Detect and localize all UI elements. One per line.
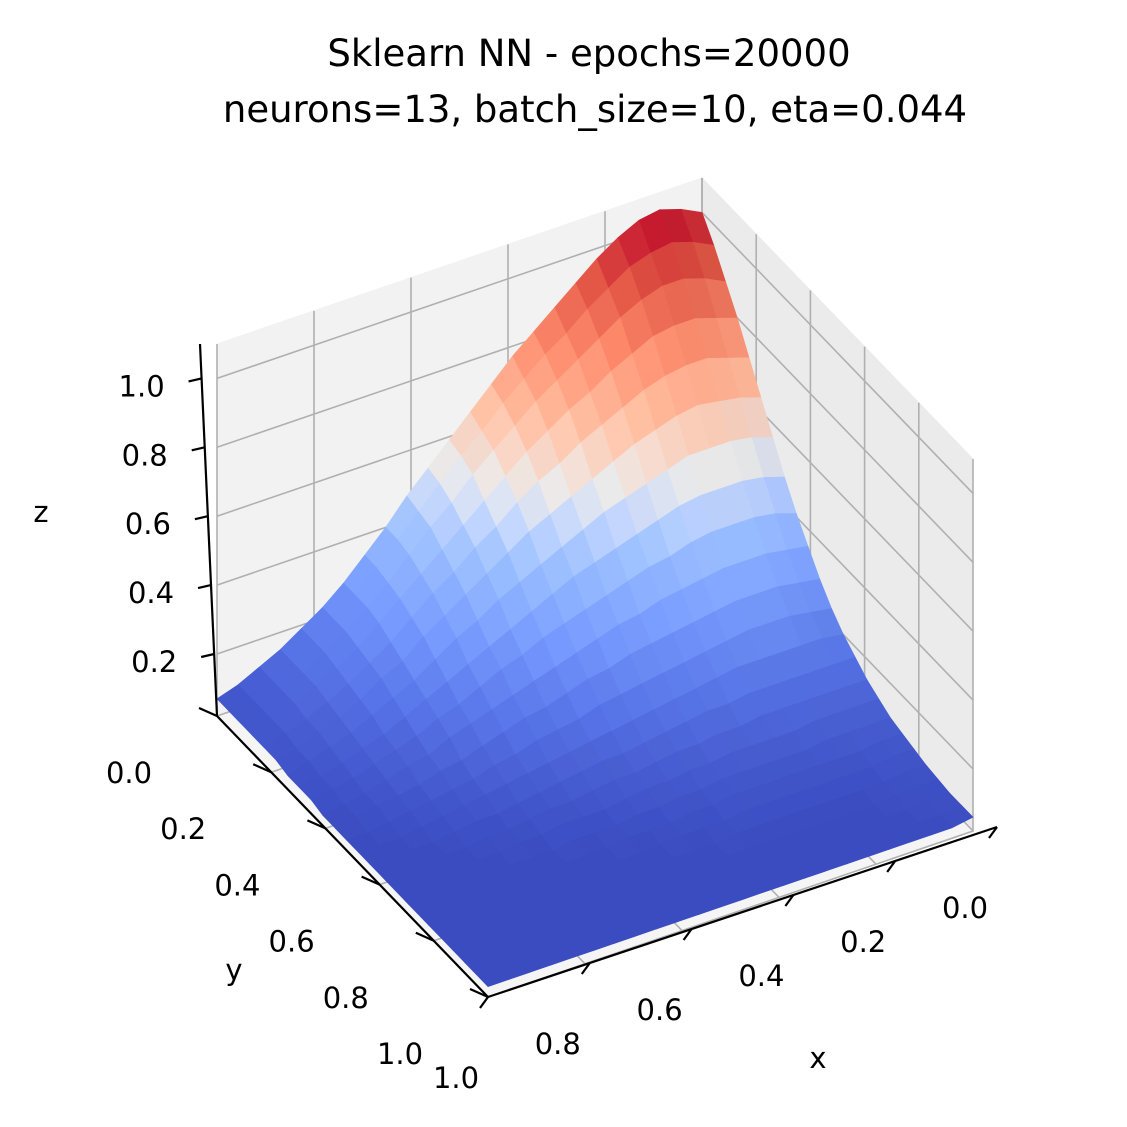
x-tick-label: 0.8 <box>535 1027 581 1061</box>
z-tick-mark <box>191 446 205 452</box>
x-axis-label: x <box>809 1041 826 1075</box>
y-axis-line <box>216 715 489 998</box>
z-tick-mark <box>197 584 212 590</box>
z-tick-mark <box>188 377 202 383</box>
z-axis-line <box>198 343 219 717</box>
y-tick-label: 0.4 <box>214 868 260 902</box>
y-tick-label: 0.6 <box>269 925 315 959</box>
y-tick-mark <box>198 706 218 718</box>
z-tick-mark <box>200 652 215 659</box>
z-tick-label: 0.8 <box>122 438 168 472</box>
y-tick-mark <box>361 875 381 886</box>
x-tick-mark <box>682 928 693 941</box>
chart-title-line-2: neurons=13, batch_size=10, eta=0.044 <box>223 88 967 131</box>
grid-line-y <box>487 459 974 998</box>
z-tick-label: 1.0 <box>119 369 165 403</box>
y-tick-label: 1.0 <box>377 1037 423 1071</box>
y-tick-label: 0.0 <box>106 756 152 790</box>
z-tick-label: 0.6 <box>125 507 171 541</box>
x-tick-label: 0.4 <box>738 959 784 993</box>
x-tick-label: 0.2 <box>840 925 886 959</box>
z-tick-label: 0.4 <box>128 576 174 610</box>
surface-patch <box>475 966 510 988</box>
x-tick-mark <box>988 826 998 839</box>
axis-labels: x y z <box>33 495 826 1075</box>
x-tick-label: 1.0 <box>433 1061 479 1095</box>
y-tick-mark <box>306 819 326 830</box>
y-tick-label: 0.2 <box>160 812 206 846</box>
chart-title: Sklearn NN - epochs=20000 neurons=13, ba… <box>223 32 967 131</box>
x-tick-label: 0.6 <box>637 993 683 1027</box>
z-tick-mark <box>194 515 209 521</box>
x-tick-mark <box>886 860 897 873</box>
y-tick-mark <box>252 763 272 774</box>
surface-mesh <box>216 208 974 988</box>
x-axis-line <box>487 825 998 999</box>
z-tick-label: 0.2 <box>131 645 177 679</box>
axis-ticks: 0.00.20.40.60.81.00.00.20.40.60.81.00.20… <box>106 369 998 1095</box>
z-axis-label: z <box>33 495 48 529</box>
chart-title-line-1: Sklearn NN - epochs=20000 <box>327 32 850 75</box>
y-tick-mark <box>415 931 435 942</box>
x-tick-mark <box>784 894 795 907</box>
y-tick-label: 0.8 <box>323 981 369 1015</box>
x-tick-label: 0.0 <box>942 891 988 925</box>
x-tick-mark <box>580 962 591 975</box>
y-axis-label: y <box>225 953 242 987</box>
x-tick-mark <box>479 996 489 1009</box>
y-tick-mark <box>469 987 489 999</box>
